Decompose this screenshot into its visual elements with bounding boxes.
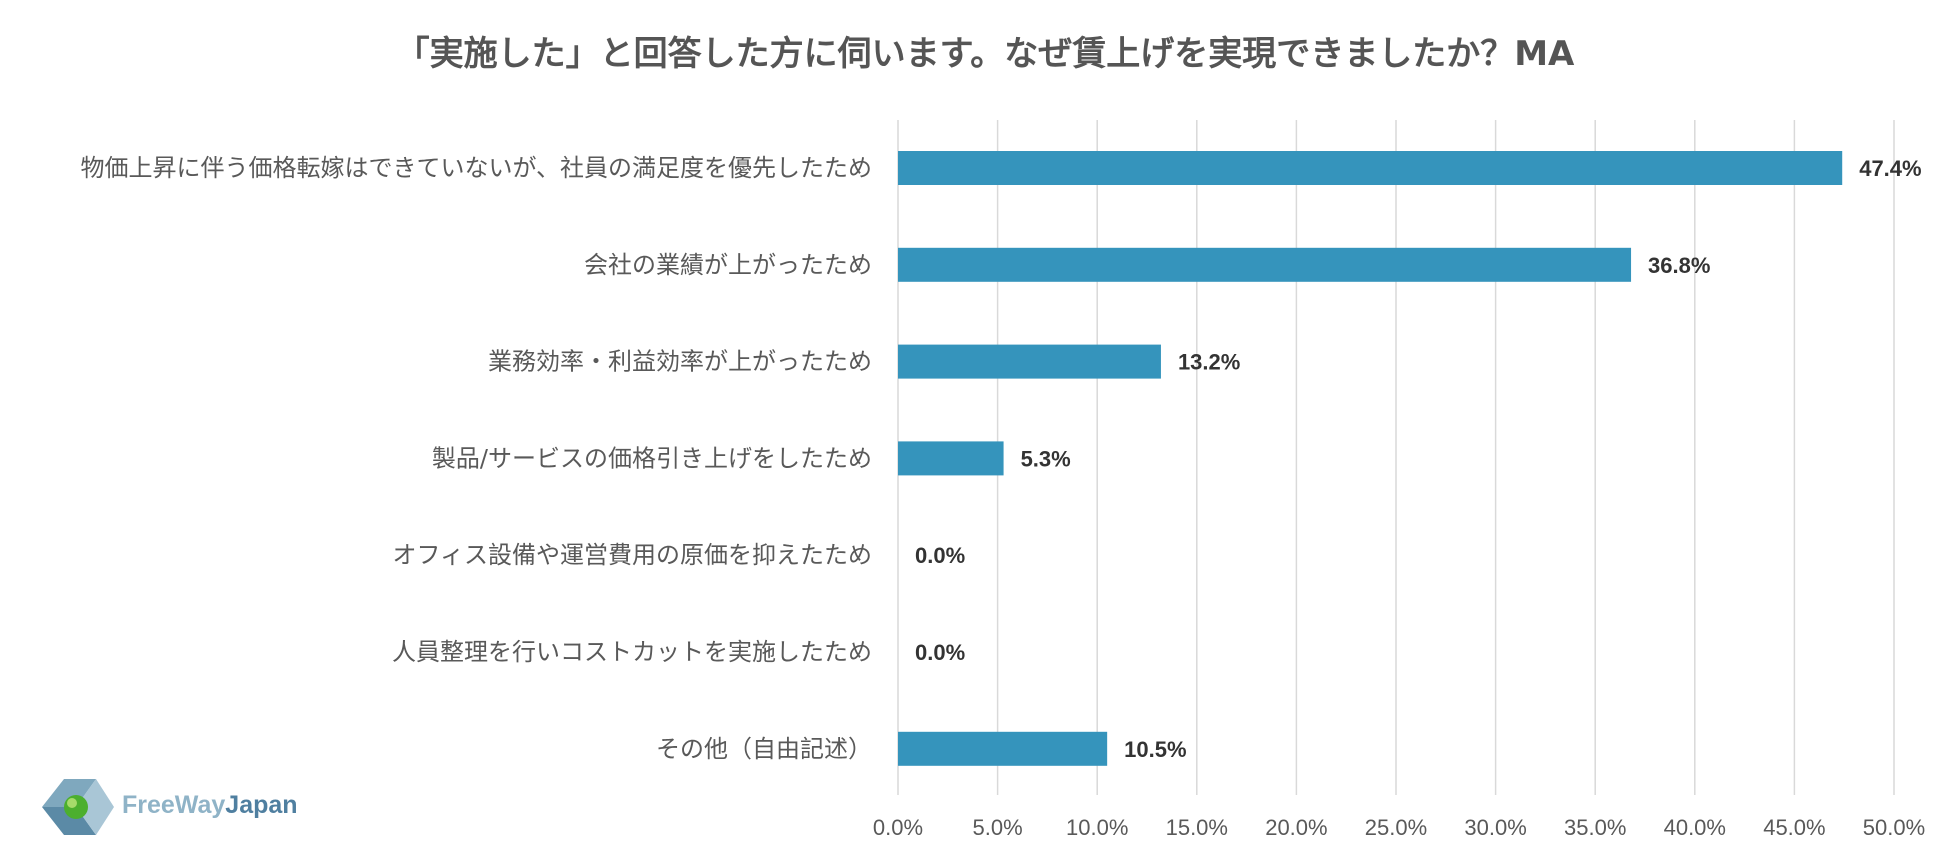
data-label: 36.8%: [1648, 253, 1710, 278]
category-labels: 物価上昇に伴う価格転嫁はできていないが、社員の満足度を優先したため会社の業績が上…: [80, 154, 872, 763]
category-label: その他（自由記述）: [656, 735, 872, 763]
bar: [898, 247, 1632, 282]
x-axis-tick-labels: 0.0% 5.0% 10.0% 15.0% 20.0% 25.0% 30.0% 35.0% 40…: [873, 815, 1925, 840]
x-tick-label: 15.0%: [1166, 815, 1228, 840]
data-label: 5.3%: [1021, 446, 1071, 471]
data-label: 13.2%: [1178, 350, 1240, 375]
data-label: 0.0%: [915, 543, 965, 568]
data-labels: 47.4% 36.8% 13.2% 5.3% 0.0% 0.0% 10.5%: [915, 156, 1922, 762]
bar: [898, 441, 1004, 476]
category-label: オフィス設備や運営費用の原価を抑えたため: [392, 541, 872, 569]
x-tick-label: 20.0%: [1265, 815, 1327, 840]
chart-title: 「実施した」と回答した方に伺います。なぜ賃上げを実現できましたか？MA: [396, 34, 1575, 74]
category-label: 製品/サービスの価格引き上げをしたため: [432, 444, 872, 472]
data-label: 10.5%: [1124, 737, 1186, 762]
freewayjapan-logo: FreeWayJapan: [40, 775, 300, 839]
category-label: 業務効率・利益効率が上がったため: [488, 348, 872, 376]
x-tick-label: 0.0%: [873, 815, 923, 840]
category-label: 物価上昇に伴う価格転嫁はできていないが、社員の満足度を優先したため: [80, 154, 872, 182]
logo-text-freeway: FreeWay: [122, 791, 226, 819]
x-tick-label: 45.0%: [1763, 815, 1825, 840]
category-label: 会社の業績が上がったため: [584, 251, 872, 279]
x-tick-label: 30.0%: [1464, 815, 1526, 840]
data-label: 0.0%: [915, 640, 965, 665]
x-tick-label: 35.0%: [1564, 815, 1626, 840]
bar: [898, 344, 1161, 379]
gridlines: [897, 120, 1895, 795]
bars: [898, 151, 1843, 766]
logo-text-japan: Japan: [225, 791, 298, 819]
x-tick-label: 50.0%: [1863, 815, 1925, 840]
x-tick-label: 5.0%: [973, 815, 1023, 840]
x-tick-label: 25.0%: [1365, 815, 1427, 840]
x-tick-label: 40.0%: [1664, 815, 1726, 840]
x-tick-label: 10.0%: [1066, 815, 1128, 840]
category-label: 人員整理を行いコストカットを実施したため: [392, 638, 872, 666]
data-label: 47.4%: [1859, 156, 1921, 181]
logo-mark-icon: [42, 779, 114, 835]
bar: [898, 731, 1108, 766]
bar: [898, 151, 1843, 185]
logo-text: FreeWayJapan: [122, 791, 298, 820]
